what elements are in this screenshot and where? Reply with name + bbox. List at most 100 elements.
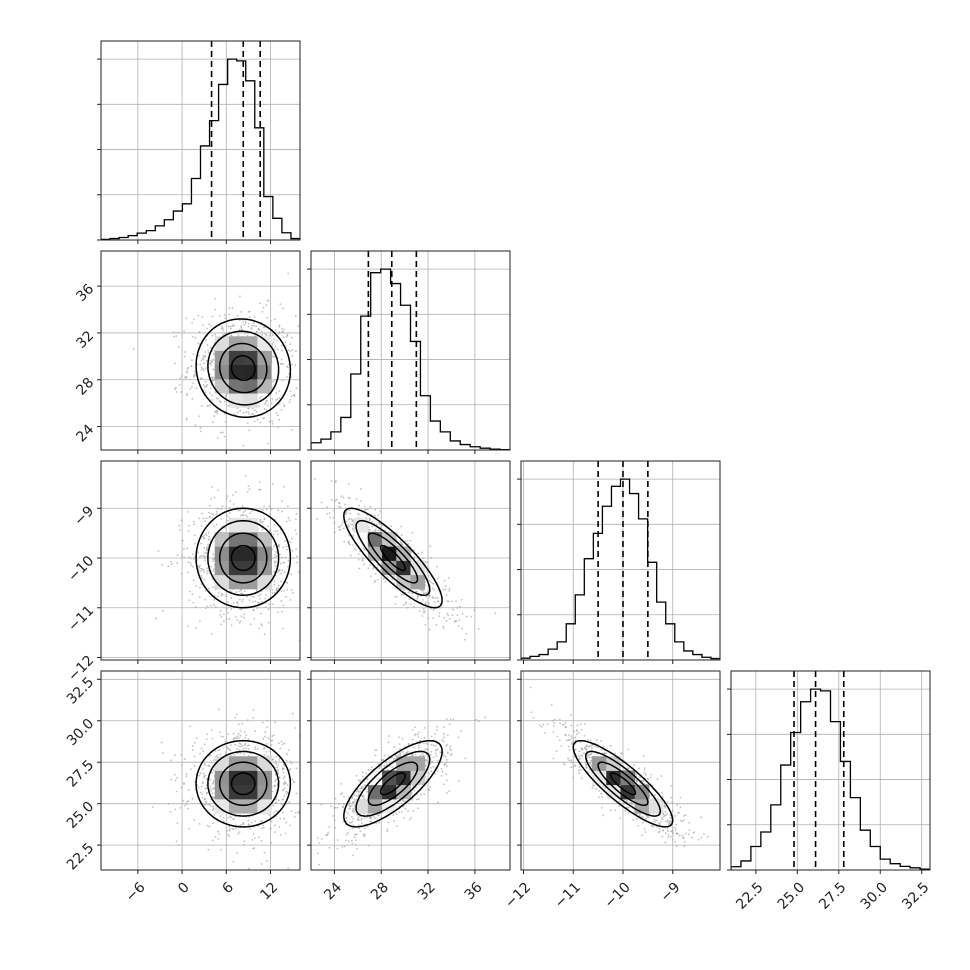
scatter-point [338,528,341,531]
scatter-point [205,567,208,570]
scatter-point [205,384,208,387]
scatter-point [203,578,206,581]
scatter-point [241,600,243,603]
scatter-point [196,363,199,366]
scatter-point [374,817,376,820]
scatter-point [272,340,275,343]
scatter-point [172,331,175,334]
scatter-point [271,591,274,594]
density-cell [228,393,244,408]
panel-content [101,251,305,450]
scatter-point [338,502,341,505]
scatter-point [410,791,413,794]
scatter-point [286,784,289,786]
scatter-point [263,748,265,750]
scatter-point [423,737,426,739]
scatter-point [229,507,231,509]
density-cell [228,517,244,533]
scatter-point [326,513,329,515]
scatter-point [441,770,444,773]
scatter-point [318,842,321,845]
scatter-point [193,523,196,526]
scatter-point [428,789,431,791]
scatter-point [303,389,305,391]
scatter-point [374,508,376,511]
scatter-point [213,807,215,810]
scatter-point [427,574,430,577]
scatter-point [406,540,409,542]
scatter-point [187,561,190,564]
scatter-point [186,370,188,373]
scatter-point [442,754,445,757]
scatter-point [192,382,195,385]
scatter-point [244,744,246,746]
scatter-point [295,792,298,795]
scatter-point [184,376,186,379]
density-cell [214,532,230,547]
scatter-point [400,534,403,536]
scatter-point [402,750,404,753]
scatter-point [289,541,292,544]
scatter-point [160,741,163,744]
scatter-point [667,834,670,836]
scatter-point [238,745,240,748]
scatter-point [216,412,219,415]
scatter-point [229,500,232,503]
scatter-point [274,564,277,567]
scatter-point [212,781,215,784]
scatter-point [193,373,195,376]
scatter-point [199,791,202,794]
scatter-point [333,531,336,534]
scatter-point [429,766,432,769]
panel-content [521,461,720,660]
scatter-point [252,322,255,324]
scatter-point [463,638,466,641]
scatter-point [263,407,266,410]
scatter-point [351,523,354,526]
scatter-point [273,570,276,573]
scatter-point [151,806,154,808]
scatter-point [188,524,190,527]
panel-1-1 [307,250,511,454]
scatter-point [220,517,223,520]
scatter-point [197,314,200,317]
scatter-point [200,366,203,369]
scatter-point [241,513,244,516]
scatter-point [191,565,194,568]
scatter-point [280,562,282,565]
scatter-point [278,397,281,400]
scatter-point [443,764,446,766]
scatter-point [276,533,279,536]
scatter-point [205,359,208,362]
scatter-point [174,779,177,782]
scatter-point [249,827,252,830]
scatter-point [203,362,205,365]
scatter-point [305,792,307,794]
scatter-point [295,387,298,390]
scatter-point [348,821,351,824]
scatter-point [214,836,217,838]
scatter-point [343,541,346,543]
scatter-point [578,750,581,753]
scatter-point [427,756,429,759]
scatter-point [271,398,274,400]
scatter-point [352,817,354,820]
scatter-point [393,757,396,760]
scatter-point [180,519,183,522]
panel-content [101,461,300,660]
scatter-point [175,790,178,793]
scatter-point [179,806,182,809]
scatter-point [294,811,297,814]
scatter-point [341,845,344,848]
panel-3-1: 24 28 32 36 [307,670,511,903]
density-cell [257,364,272,380]
scatter-point [204,381,207,383]
scatter-point [224,740,227,743]
scatter-point [167,802,170,805]
scatter-point [281,569,284,571]
scatter-point [386,830,389,833]
scatter-point [400,541,402,544]
scatter-point [191,397,194,400]
scatter-point [224,317,227,320]
scatter-point [446,764,448,767]
